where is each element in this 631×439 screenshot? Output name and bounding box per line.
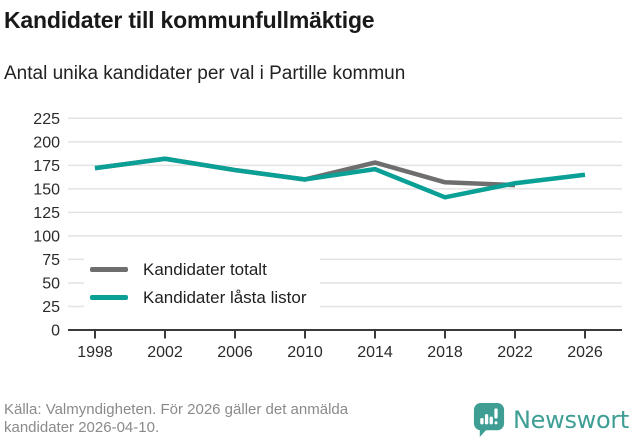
- x-tick-label: 2006: [217, 344, 253, 361]
- page-subtitle: Antal unika kandidater per val i Partill…: [4, 63, 406, 84]
- newsworthy-wordmark: Newsworthy: [513, 405, 631, 434]
- y-tick-label: 100: [33, 228, 60, 245]
- x-tick-label: 2010: [287, 344, 323, 361]
- x-tick-label: 2014: [357, 344, 393, 361]
- y-tick-label: 200: [33, 134, 60, 151]
- series-line-kandidater-l-sta-listor: [94, 156, 586, 200]
- source-note: Källa: Valmyndigheten. För 2026 gäller d…: [4, 401, 349, 436]
- bar-chart-speech-bubble-icon: [473, 402, 505, 437]
- legend-label-totalt: Kandidater totalt: [143, 259, 267, 279]
- chart-legend: Kandidater totalt Kandidater låsta listo…: [84, 256, 321, 312]
- y-tick-label: 225: [33, 111, 60, 128]
- legend-item-totalt: Kandidater totalt: [90, 259, 306, 280]
- page-title: Kandidater till kommunfullmäktige: [4, 7, 375, 33]
- legend-swatch-totalt: [90, 267, 128, 272]
- x-tick-label: 2018: [427, 344, 463, 361]
- x-tick-label: 2022: [497, 344, 533, 361]
- x-tick-label: 2026: [567, 344, 603, 361]
- y-tick-label: 175: [33, 158, 60, 175]
- y-tick-label: 0: [51, 323, 60, 340]
- y-tick-label: 50: [42, 275, 60, 292]
- y-tick-label: 125: [33, 205, 60, 222]
- x-tick-label: 2002: [147, 344, 183, 361]
- legend-swatch-lasta-listor: [90, 295, 128, 300]
- legend-label-lasta-listor: Kandidater låsta listor: [143, 287, 307, 307]
- y-tick-label: 25: [42, 299, 60, 316]
- newsworthy-logo: Newsworthy: [472, 401, 631, 438]
- legend-item-lasta-listor: Kandidater låsta listor: [90, 287, 306, 308]
- y-tick-label: 75: [42, 252, 60, 269]
- y-tick-label: 150: [33, 181, 60, 198]
- x-tick-label: 1998: [77, 344, 113, 361]
